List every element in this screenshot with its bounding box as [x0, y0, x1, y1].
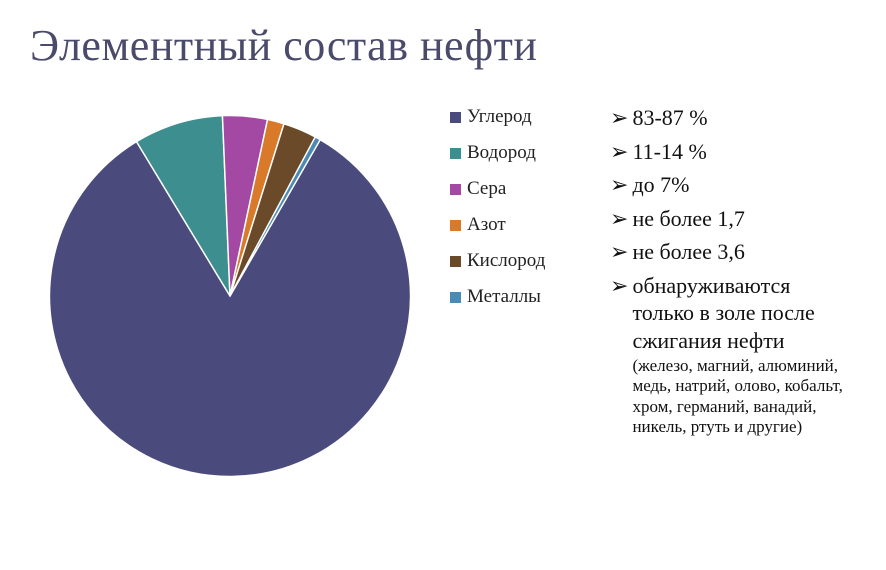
legend-item-4: Кислород: [450, 250, 590, 272]
legend-label: Азот: [467, 214, 506, 236]
legend-item-2: Сера: [450, 178, 590, 200]
value-row-1: ➢11-14 %: [610, 138, 856, 166]
bullet-icon: ➢: [610, 205, 628, 233]
legend-item-5: Металлы: [450, 286, 590, 308]
value-text: не более 1,7: [632, 205, 744, 233]
value-text-wrap: не более 3,6: [632, 238, 744, 266]
value-text-wrap: 11-14 %: [632, 138, 706, 166]
value-row-0: ➢83-87 %: [610, 104, 856, 132]
value-text: до 7%: [632, 171, 689, 199]
value-row-4: ➢не более 3,6: [610, 238, 856, 266]
legend-swatch: [450, 148, 461, 159]
legend-swatch: [450, 112, 461, 123]
legend-item-0: Углерод: [450, 106, 590, 128]
legend-swatch: [450, 220, 461, 231]
bullet-icon: ➢: [610, 138, 628, 166]
legend-label: Кислород: [467, 250, 545, 272]
value-row-3: ➢не более 1,7: [610, 205, 856, 233]
legend-swatch: [450, 292, 461, 303]
legend: Углерод Водород Сера Азот Кислород Металлы: [450, 96, 590, 308]
bullet-icon: ➢: [610, 171, 628, 199]
value-row-5: ➢обнаруживаются только в золе после сжиг…: [610, 272, 856, 438]
value-text-wrap: обнаруживаются только в золе после сжига…: [632, 272, 856, 438]
content-row: УглеродВодородСераАзотКислородМеталлы ➢8…: [30, 96, 856, 496]
values-list: ➢83-87 %➢11-14 %➢до 7%➢не более 1,7➢не б…: [610, 96, 856, 438]
value-text: 11-14 %: [632, 138, 706, 166]
value-row-2: ➢до 7%: [610, 171, 856, 199]
value-text: не более 3,6: [632, 238, 744, 266]
legend-label: Углерод: [467, 106, 532, 128]
bullet-icon: ➢: [610, 104, 628, 132]
legend-label: Сера: [467, 178, 506, 200]
value-text: обнаруживаются только в золе после сжига…: [632, 272, 856, 355]
value-subtext: (железо, магний, алюминий, медь, натрий,…: [632, 356, 856, 438]
bullet-icon: ➢: [610, 238, 628, 266]
legend-item-3: Азот: [450, 214, 590, 236]
value-text-wrap: 83-87 %: [632, 104, 707, 132]
value-text: 83-87 %: [632, 104, 707, 132]
legend-label: Металлы: [467, 286, 541, 308]
legend-swatch: [450, 184, 461, 195]
legend-item-1: Водород: [450, 142, 590, 164]
legend-swatch: [450, 256, 461, 267]
pie-chart: [30, 96, 430, 496]
legend-label: Водород: [467, 142, 536, 164]
value-text-wrap: не более 1,7: [632, 205, 744, 233]
page-title: Элементный состав нефти: [30, 20, 856, 71]
value-text-wrap: до 7%: [632, 171, 689, 199]
bullet-icon: ➢: [610, 272, 628, 300]
